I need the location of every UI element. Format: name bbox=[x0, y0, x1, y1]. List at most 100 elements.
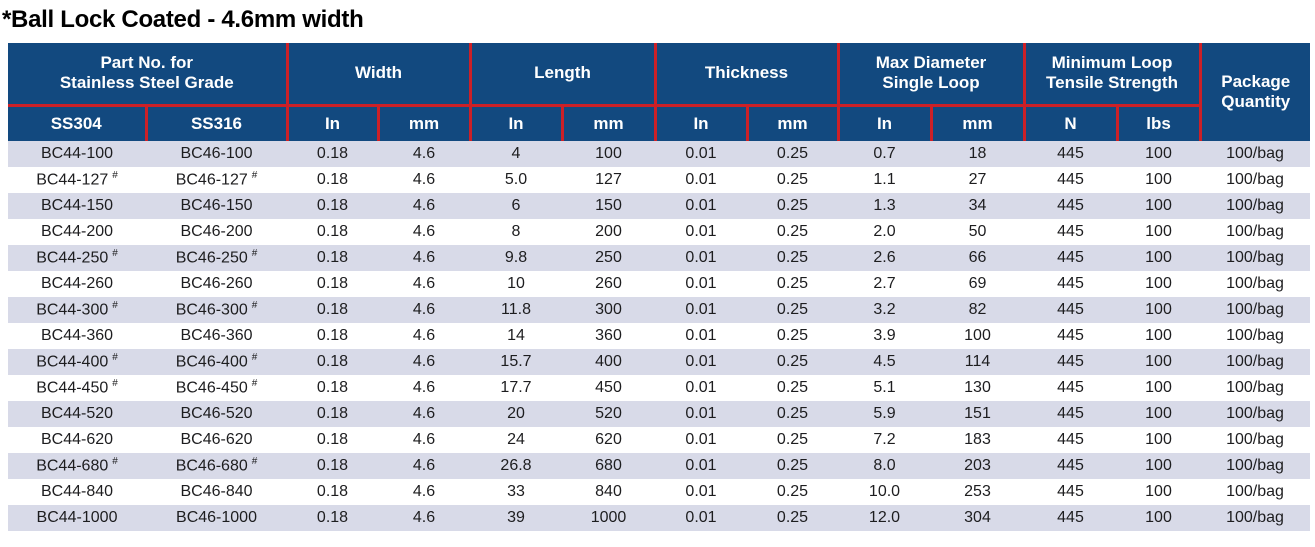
table-row: BC44-520 BC46-520 0.18 4.6 20 520 0.01 0.25 5.9 1… bbox=[8, 401, 1310, 427]
cell-maxdia-in: 2.6 bbox=[873, 249, 896, 266]
cell-tensile-lbs: 100 bbox=[1145, 223, 1172, 240]
cell-ss316: BC46-450 # bbox=[175, 378, 258, 397]
cell-thickness-in: 0.01 bbox=[685, 379, 717, 396]
cell-package-quantity: 100/bag bbox=[1226, 353, 1284, 370]
cell-tensile-n: 445 bbox=[1057, 431, 1084, 448]
cell-package-quantity: 100/bag bbox=[1226, 483, 1284, 500]
cell-package-quantity: 100/bag bbox=[1226, 509, 1284, 526]
cell-length-mm: 620 bbox=[595, 431, 622, 448]
cell-thickness-mm: 0.25 bbox=[776, 301, 809, 318]
cell-width-mm: 4.6 bbox=[412, 223, 436, 240]
cell-maxdia-in: 1.3 bbox=[873, 197, 896, 214]
cell-maxdia-mm: 18 bbox=[968, 145, 987, 162]
cell-thickness-mm: 0.25 bbox=[776, 249, 809, 266]
cell-thickness-mm: 0.25 bbox=[776, 171, 809, 188]
cell-length-mm: 840 bbox=[595, 483, 622, 500]
cell-ss316: BC46-520 bbox=[180, 405, 253, 422]
cell-tensile-lbs: 100 bbox=[1145, 327, 1172, 344]
cell-tensile-lbs: 100 bbox=[1145, 509, 1172, 526]
cell-thickness-in: 0.01 bbox=[685, 301, 717, 318]
cell-length-in: 15.7 bbox=[500, 353, 532, 370]
cell-tensile-lbs: 100 bbox=[1145, 483, 1172, 500]
cell-thickness-in: 0.01 bbox=[685, 509, 717, 526]
cell-length-in: 39 bbox=[507, 509, 525, 526]
cell-width-in: 0.18 bbox=[316, 405, 349, 422]
cell-maxdia-mm: 253 bbox=[964, 483, 991, 500]
cell-length-in: 24 bbox=[507, 431, 525, 448]
table-header: Part No. for Stainless Steel Grade Width L… bbox=[8, 43, 1310, 141]
cell-tensile-lbs: 100 bbox=[1145, 249, 1172, 266]
col-header-length-in: In bbox=[468, 103, 564, 141]
cell-maxdia-in: 5.1 bbox=[873, 379, 896, 396]
cell-ss304: BC44-620 bbox=[40, 431, 114, 448]
cell-length-mm: 520 bbox=[595, 405, 622, 422]
cell-width-mm: 4.6 bbox=[412, 457, 436, 474]
cell-width-mm: 4.6 bbox=[412, 353, 436, 370]
cell-width-in: 0.18 bbox=[316, 379, 349, 396]
cell-maxdia-in: 3.9 bbox=[873, 327, 896, 344]
cell-length-mm: 100 bbox=[595, 145, 622, 162]
col-group-package: Package Quantity bbox=[1198, 43, 1310, 141]
cell-ss304: BC44-840 bbox=[40, 483, 114, 500]
cell-width-mm: 4.6 bbox=[412, 327, 436, 344]
cell-tensile-lbs: 100 bbox=[1145, 353, 1172, 370]
col-header-width-mm: mm bbox=[376, 103, 472, 141]
cell-ss316: BC46-680 # bbox=[175, 456, 258, 475]
cell-thickness-mm: 0.25 bbox=[776, 457, 809, 474]
cell-tensile-n: 445 bbox=[1057, 275, 1084, 292]
cell-ss316: BC46-127 # bbox=[175, 170, 258, 189]
cell-package-quantity: 100/bag bbox=[1226, 197, 1284, 214]
cell-ss304: BC44-300 # bbox=[36, 300, 118, 319]
cell-tensile-n: 445 bbox=[1057, 327, 1084, 344]
cell-tensile-lbs: 100 bbox=[1145, 457, 1172, 474]
cell-thickness-mm: 0.25 bbox=[776, 197, 809, 214]
col-header-tensile-lbs: lbs bbox=[1115, 103, 1202, 141]
cell-length-in: 20 bbox=[507, 405, 525, 422]
cell-width-in: 0.18 bbox=[316, 145, 349, 162]
cell-tensile-n: 445 bbox=[1057, 223, 1084, 240]
cell-ss316: BC46-620 bbox=[180, 431, 253, 448]
cell-width-mm: 4.6 bbox=[412, 405, 436, 422]
hash-mark: # bbox=[112, 456, 118, 468]
cell-maxdia-in: 2.0 bbox=[873, 223, 896, 240]
table-body: BC44-100 BC46-100 0.18 4.6 4 100 0.01 0.25 0.7 18… bbox=[8, 141, 1310, 531]
cell-tensile-n: 445 bbox=[1057, 509, 1084, 526]
cell-maxdia-in: 12.0 bbox=[868, 509, 901, 526]
cell-tensile-n: 445 bbox=[1057, 249, 1084, 266]
cell-package-quantity: 100/bag bbox=[1226, 171, 1284, 188]
cell-package-quantity: 100/bag bbox=[1226, 223, 1284, 240]
col-header-thickness-mm: mm bbox=[745, 103, 840, 141]
cell-length-mm: 400 bbox=[595, 353, 622, 370]
cell-ss304: BC44-360 bbox=[40, 327, 114, 344]
cell-length-mm: 250 bbox=[595, 249, 622, 266]
cell-tensile-n: 445 bbox=[1057, 301, 1084, 318]
cell-ss304: BC44-520 bbox=[40, 405, 114, 422]
cell-width-in: 0.18 bbox=[316, 509, 349, 526]
cell-maxdia-in: 0.7 bbox=[873, 145, 896, 162]
cell-width-in: 0.18 bbox=[316, 301, 349, 318]
cell-ss316: BC46-300 # bbox=[175, 300, 258, 319]
cell-width-mm: 4.6 bbox=[412, 197, 436, 214]
cell-ss316: BC46-400 # bbox=[175, 352, 258, 371]
cell-length-in: 26.8 bbox=[500, 457, 532, 474]
table-row: BC44-150 BC46-150 0.18 4.6 6 150 0.01 0.25 1.3 34… bbox=[8, 193, 1310, 219]
cell-ss316: BC46-840 bbox=[180, 483, 253, 500]
cell-thickness-in: 0.01 bbox=[685, 171, 717, 188]
cell-width-in: 0.18 bbox=[316, 327, 349, 344]
col-header-maxdia-in: In bbox=[836, 103, 933, 141]
cell-tensile-n: 445 bbox=[1057, 483, 1084, 500]
cell-length-in: 5.0 bbox=[504, 171, 528, 188]
cell-maxdia-in: 10.0 bbox=[868, 483, 901, 500]
table-row: BC44-620 BC46-620 0.18 4.6 24 620 0.01 0.25 7.2 1… bbox=[8, 427, 1310, 453]
cell-maxdia-mm: 34 bbox=[968, 197, 987, 214]
cell-thickness-in: 0.01 bbox=[685, 405, 717, 422]
col-header-maxdia-mm: mm bbox=[929, 103, 1026, 141]
cell-package-quantity: 100/bag bbox=[1226, 249, 1284, 266]
cell-width-mm: 4.6 bbox=[412, 379, 436, 396]
cell-thickness-mm: 0.25 bbox=[776, 405, 809, 422]
table-row: BC44-680 # BC46-680 # 0.18 4.6 26.8 680 0.01 0.25… bbox=[8, 453, 1310, 479]
cell-tensile-lbs: 100 bbox=[1145, 405, 1172, 422]
cell-thickness-mm: 0.25 bbox=[776, 353, 809, 370]
cell-ss316: BC46-360 bbox=[180, 327, 253, 344]
